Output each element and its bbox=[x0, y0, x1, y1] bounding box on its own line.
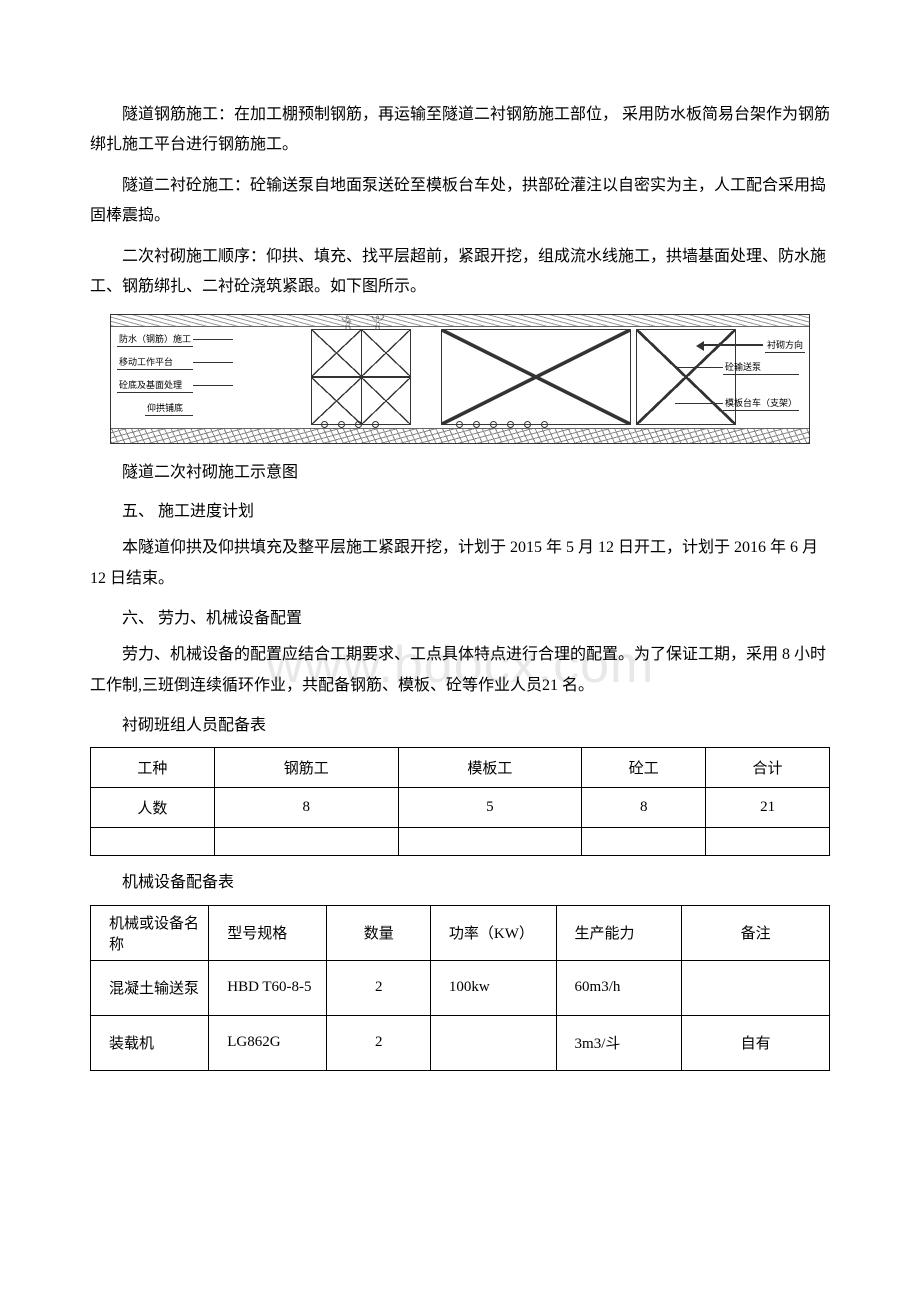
table-cell: 砼工 bbox=[582, 748, 706, 788]
table-cell: 功率（KW） bbox=[430, 905, 556, 960]
table-row: 机械或设备名称 型号规格 数量 功率（KW） 生产能力 备注 bbox=[91, 905, 830, 960]
diagram-bottom-hatch bbox=[111, 428, 809, 443]
table-cell: 60m3/h bbox=[556, 960, 682, 1015]
diagram-label-platform: 移动工作平台 bbox=[117, 354, 193, 370]
diagram-label-waterproof: 防水（钢筋）施工 bbox=[117, 331, 193, 347]
diagram-platform-box-lower bbox=[311, 377, 411, 425]
table-cell: 3m3/斗 bbox=[556, 1015, 682, 1070]
table-cell bbox=[582, 828, 706, 856]
diagram-trolley-box-1 bbox=[441, 329, 631, 425]
diagram-label-pump: 砼输送泵 bbox=[723, 359, 799, 375]
table-cell: LG862G bbox=[209, 1015, 327, 1070]
table-cell bbox=[91, 828, 215, 856]
diagram-right-labels: 砼输送泵 模板台车（支架） bbox=[723, 359, 799, 411]
table-row: 工种 钢筋工 模板工 砼工 合计 bbox=[91, 748, 830, 788]
paragraph-schedule: 本隧道仰拱及仰拱填充及整平层施工紧跟开挖，计划于 2015 年 5 月 12 日… bbox=[90, 533, 830, 594]
diagram-direction-arrow: 衬砌方向 bbox=[703, 337, 805, 353]
diagram-caption: 隧道二次衬砌施工示意图 bbox=[90, 458, 830, 488]
heading-schedule: 五、 施工进度计划 bbox=[90, 497, 830, 527]
diagram-platform-box bbox=[311, 329, 411, 377]
diagram-label-base: 砼底及基面处理 bbox=[117, 377, 193, 393]
diagram-left-labels: 防水（钢筋）施工 移动工作平台 砼底及基面处理 仰拱铺底 bbox=[117, 331, 193, 423]
table-row: 装载机 LG862G 2 3m3/斗 自有 bbox=[91, 1015, 830, 1070]
table-cell: 合计 bbox=[706, 748, 830, 788]
arrow-left-icon bbox=[703, 344, 763, 346]
table-row: 混凝土输送泵 HBD T60-8-5 2 100kw 60m3/h bbox=[91, 960, 830, 1015]
diagram-top-hatch bbox=[111, 315, 809, 327]
table-cell: 钢筋工 bbox=[214, 748, 398, 788]
table-cell: 备注 bbox=[682, 905, 830, 960]
table2-caption: 机械设备配备表 bbox=[90, 868, 830, 898]
document-content: 隧道钢筋施工：在加工棚预制钢筋，再运输至隧道二衬钢筋施工部位， 采用防水板简易台… bbox=[90, 100, 830, 1071]
table-cell: 8 bbox=[214, 788, 398, 828]
paragraph-sequence: 二次衬砌施工顺序：仰拱、填充、找平层超前，紧跟开挖，组成流水线施工，拱墙基面处理… bbox=[90, 242, 830, 303]
table-cell: 混凝土输送泵 bbox=[91, 960, 209, 1015]
diagram-label-invert: 仰拱铺底 bbox=[145, 400, 193, 416]
table-cell: 2 bbox=[327, 960, 430, 1015]
tunnel-lining-diagram: 防水（钢筋）施工 移动工作平台 砼底及基面处理 仰拱铺底 𓀟 𓀠 衬 bbox=[110, 314, 810, 444]
table-cell bbox=[682, 960, 830, 1015]
equipment-table: 机械或设备名称 型号规格 数量 功率（KW） 生产能力 备注 混凝土输送泵 HB… bbox=[90, 905, 830, 1071]
table-cell: 自有 bbox=[682, 1015, 830, 1070]
table-cell: 型号规格 bbox=[209, 905, 327, 960]
table-row: 人数 8 5 8 21 bbox=[91, 788, 830, 828]
table-cell: 数量 bbox=[327, 905, 430, 960]
table-cell bbox=[398, 828, 582, 856]
diagram-label-trolley: 模板台车（支架） bbox=[723, 395, 799, 411]
heading-resources: 六、 劳力、机械设备配置 bbox=[90, 604, 830, 634]
table-cell: 2 bbox=[327, 1015, 430, 1070]
diagram-wheels-left bbox=[321, 421, 379, 428]
paragraph-lining-concrete: 隧道二衬砼施工：砼输送泵自地面泵送砼至模板台车处，拱部砼灌注以自密实为主，人工配… bbox=[90, 171, 830, 232]
table-cell: 8 bbox=[582, 788, 706, 828]
table-cell bbox=[430, 1015, 556, 1070]
table-cell: 装载机 bbox=[91, 1015, 209, 1070]
table-cell: 人数 bbox=[91, 788, 215, 828]
table-cell: 100kw bbox=[430, 960, 556, 1015]
diagram-arrow-label: 衬砌方向 bbox=[765, 337, 805, 353]
table-cell: 生产能力 bbox=[556, 905, 682, 960]
personnel-table: 工种 钢筋工 模板工 砼工 合计 人数 8 5 8 21 bbox=[90, 747, 830, 856]
table-cell: 工种 bbox=[91, 748, 215, 788]
paragraph-resources: 劳力、机械设备的配置应结合工期要求、工点具体特点进行合理的配置。为了保证工期，采… bbox=[90, 640, 830, 701]
table-cell: 模板工 bbox=[398, 748, 582, 788]
table-cell: 21 bbox=[706, 788, 830, 828]
table-cell: 5 bbox=[398, 788, 582, 828]
table-cell bbox=[706, 828, 830, 856]
table1-caption: 衬砌班组人员配备表 bbox=[90, 711, 830, 741]
paragraph-rebar: 隧道钢筋施工：在加工棚预制钢筋，再运输至隧道二衬钢筋施工部位， 采用防水板简易台… bbox=[90, 100, 830, 161]
diagram-wheels-mid bbox=[456, 421, 548, 428]
table-cell: HBD T60-8-5 bbox=[209, 960, 327, 1015]
table-cell bbox=[214, 828, 398, 856]
table-row bbox=[91, 828, 830, 856]
table-cell: 机械或设备名称 bbox=[91, 905, 209, 960]
